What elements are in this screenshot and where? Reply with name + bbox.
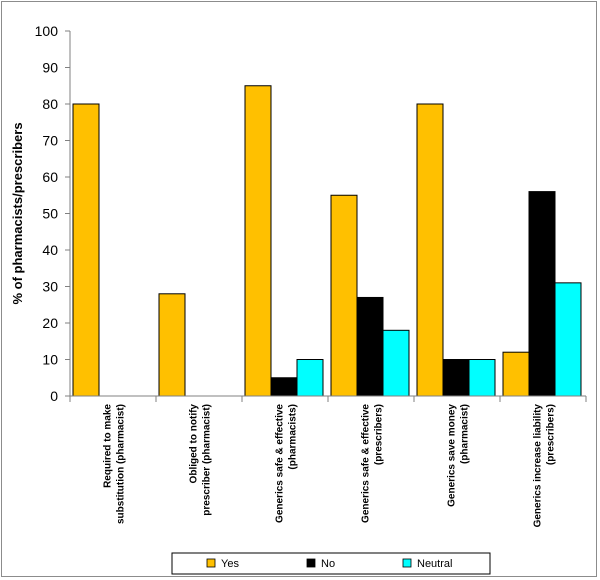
y-tick-label: 100 — [35, 23, 59, 39]
bar-yes — [72, 103, 100, 397]
y-tick-label: 80 — [42, 96, 58, 112]
bar-neutral — [554, 282, 582, 397]
bar-no — [528, 191, 556, 397]
y-tick-label: 50 — [42, 206, 58, 222]
bar-yes — [330, 194, 358, 397]
bar-neutral — [296, 359, 324, 397]
axes — [69, 31, 587, 402]
bar-no — [356, 296, 384, 397]
legend: Yes No Neutral — [171, 552, 491, 575]
legend-label-no: No — [321, 558, 335, 570]
bar-yes — [502, 351, 530, 397]
x-category-label: Generics safe & effective (prescribers) — [361, 404, 385, 523]
legend-label-neutral: Neutral — [417, 558, 452, 570]
y-tick-label: 0 — [50, 388, 58, 404]
y-axis-ticks: 0 10 20 30 40 50 60 70 80 90 100 — [35, 23, 70, 404]
y-tick-label: 30 — [42, 279, 58, 295]
legend-swatch-no — [306, 558, 316, 568]
x-category-label: Generics save money (pharmacist) — [447, 404, 471, 507]
bars — [72, 85, 582, 397]
x-category-label: Generics safe & effective (pharmacists) — [275, 404, 299, 523]
y-tick-label: 10 — [42, 352, 58, 368]
bar-neutral — [382, 329, 410, 397]
y-axis-title: % of pharmacists/prescribers — [10, 122, 25, 304]
bar-no — [442, 359, 470, 397]
legend-label-yes: Yes — [221, 558, 239, 570]
x-category-label: Obliged to notify prescriber (pharmacist) — [189, 404, 213, 516]
bar-no — [270, 377, 298, 397]
y-tick-label: 40 — [42, 242, 58, 258]
x-category-label: Required to make substitution (pharmacist… — [103, 404, 127, 524]
bar-yes — [158, 293, 186, 397]
x-category-label: Generics increase liability (prescribers) — [533, 404, 557, 528]
bar-yes — [416, 103, 444, 397]
y-tick-label: 70 — [42, 133, 58, 149]
y-tick-label: 20 — [42, 315, 58, 331]
legend-swatch-neutral — [402, 558, 412, 568]
legend-swatch-yes — [206, 558, 216, 568]
x-axis-category-labels: Required to make substitution (pharmacist… — [103, 404, 557, 528]
y-tick-label: 60 — [42, 169, 58, 185]
bar-yes — [244, 85, 272, 397]
bar-neutral — [468, 359, 496, 397]
y-tick-label: 90 — [42, 60, 58, 76]
legend-box — [171, 552, 491, 575]
